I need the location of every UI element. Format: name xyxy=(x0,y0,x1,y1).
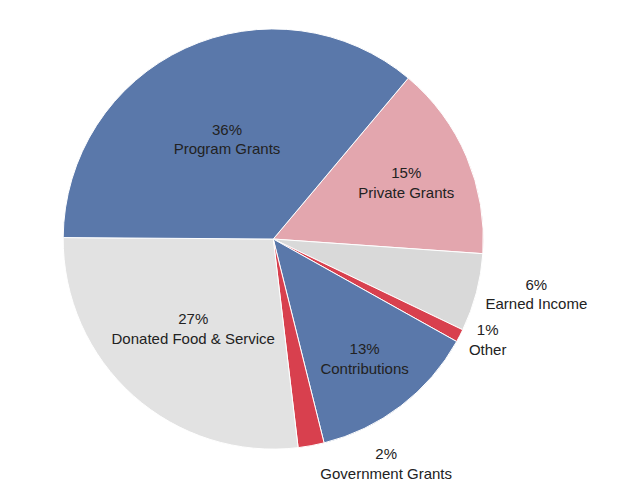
svg-text:6%Earned Income: 6%Earned Income xyxy=(486,276,588,313)
svg-text:27%Donated Food & Service: 27%Donated Food & Service xyxy=(112,310,275,347)
svg-text:15%Private Grants: 15%Private Grants xyxy=(358,164,454,201)
svg-text:2%Government Grants: 2%Government Grants xyxy=(320,445,452,482)
svg-text:36%Program Grants: 36%Program Grants xyxy=(174,121,281,158)
svg-text:13%Contributions: 13%Contributions xyxy=(320,340,408,377)
svg-text:1%Other: 1%Other xyxy=(469,321,507,358)
